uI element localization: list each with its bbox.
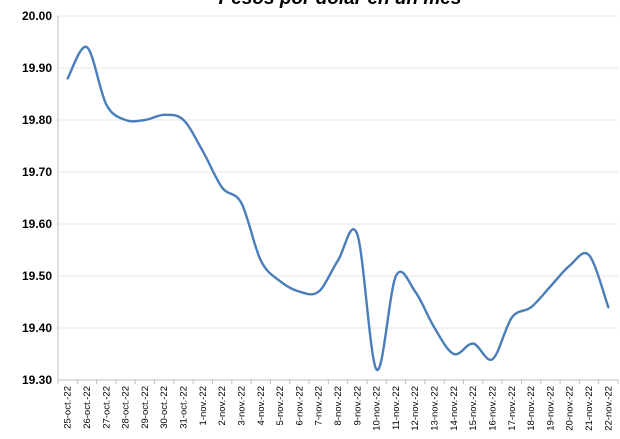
data-point	[124, 119, 126, 121]
data-point	[144, 119, 146, 121]
x-tick-label: 16-nov.-22	[487, 386, 498, 431]
x-tick-label: 12-nov.-22	[410, 386, 421, 431]
x-tick-label: 1-nov.-22	[198, 386, 209, 425]
y-tick-label: 19.70	[22, 165, 52, 179]
x-tick-label: 15-nov.-22	[468, 386, 479, 431]
data-point	[511, 316, 513, 318]
x-tick-label: 8-nov.-22	[333, 386, 344, 425]
data-point	[414, 290, 416, 292]
x-tick-label: 18-nov.-22	[526, 386, 537, 431]
data-point	[607, 306, 609, 308]
data-point	[356, 233, 358, 235]
x-axis-tick-labels: 25-oct.-22 26-oct.-22 27-oct.-22 28-oct.-22…	[63, 386, 615, 431]
x-tick-label: 30-oct.-22	[159, 386, 170, 429]
data-point	[569, 264, 571, 266]
x-tick-label: 4-nov.-22	[256, 386, 267, 425]
x-tick-label: 27-oct.-22	[101, 386, 112, 429]
x-tick-label: 3-nov.-22	[236, 386, 247, 425]
data-point	[279, 280, 281, 282]
data-point	[317, 290, 319, 292]
series-layer	[66, 45, 610, 371]
y-axis-tick-labels: 19.30 19.40 19.50 19.60 19.70 19.80 19.90 20.00	[22, 9, 52, 387]
x-tick-label: 22-nov.-22	[603, 386, 614, 431]
x-tick-label: 9-nov.-22	[352, 386, 363, 425]
y-tick-label: 19.30	[22, 373, 52, 387]
chart-title: Pesos por dólar en un mes	[219, 0, 462, 9]
x-tick-label: 28-oct.-22	[121, 386, 132, 429]
x-tick-label: 13-nov.-22	[430, 386, 441, 431]
data-point	[182, 119, 184, 121]
data-point	[472, 342, 474, 344]
data-point	[491, 358, 493, 360]
x-tick-label: 19-nov.-22	[545, 386, 556, 431]
data-point	[240, 202, 242, 204]
y-tick-label: 19.80	[22, 113, 52, 127]
y-tick-label: 19.60	[22, 217, 52, 231]
data-point	[395, 275, 397, 277]
data-point	[105, 103, 107, 105]
x-tick-label: 6-nov.-22	[294, 386, 305, 425]
data-point	[202, 150, 204, 152]
x-tick-label: 5-nov.-22	[275, 386, 286, 425]
gridlines	[58, 15, 618, 329]
x-tick-label: 7-nov.-22	[314, 386, 325, 425]
axes	[57, 16, 619, 384]
data-point	[549, 285, 551, 287]
x-tick-label: 31-oct.-22	[179, 386, 190, 429]
data-point	[298, 290, 300, 292]
data-point	[66, 77, 68, 79]
y-tick-label: 19.50	[22, 269, 52, 283]
data-point	[221, 186, 223, 188]
data-point	[86, 46, 88, 48]
data-point	[588, 254, 590, 256]
data-point	[260, 259, 262, 261]
data-point	[163, 114, 165, 116]
data-point	[337, 259, 339, 261]
y-tick-label: 19.40	[22, 321, 52, 335]
x-tick-label: 26-oct.-22	[82, 386, 93, 429]
data-point	[433, 327, 435, 329]
y-tick-label: 20.00	[22, 9, 52, 23]
x-tick-label: 11-nov.-22	[391, 386, 402, 430]
x-tick-label: 29-oct.-22	[140, 386, 151, 429]
data-point	[530, 306, 532, 308]
x-tick-label: 17-nov.-22	[507, 386, 518, 431]
x-tick-label: 25-oct.-22	[63, 386, 74, 429]
data-point	[375, 368, 377, 370]
x-tick-label: 10-nov.-22	[372, 386, 383, 431]
data-point	[453, 353, 455, 355]
x-tick-label: 2-nov.-22	[217, 386, 228, 425]
x-tick-label: 20-nov.-22	[565, 386, 576, 431]
y-tick-label: 19.90	[22, 61, 52, 75]
x-tick-label: 21-nov.-22	[584, 386, 595, 431]
x-tick-label: 14-nov.-22	[449, 386, 460, 431]
series-line	[66, 45, 610, 371]
